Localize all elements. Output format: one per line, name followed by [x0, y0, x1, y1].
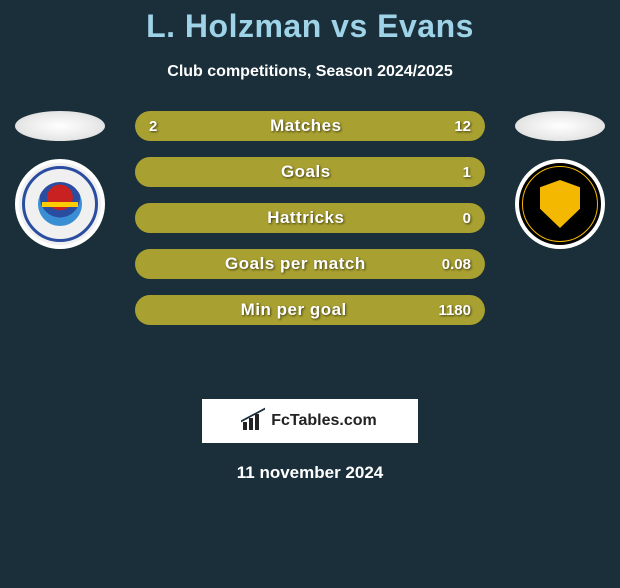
right-club-logo — [515, 159, 605, 249]
stat-right-value: 12 — [454, 118, 471, 135]
stat-row-mpg: Min per goal 1180 — [135, 295, 485, 325]
stat-label: Goals per match — [149, 254, 442, 274]
left-oval — [15, 111, 105, 141]
left-club-logo — [15, 159, 105, 249]
brand-text: FcTables.com — [271, 412, 377, 430]
page-title: L. Holzman vs Evans — [0, 8, 620, 45]
left-club-block — [15, 111, 105, 249]
fctables-icon — [243, 412, 265, 430]
stat-label: Goals — [149, 162, 463, 182]
right-club-block — [515, 111, 605, 249]
stat-right-value: 0 — [463, 210, 471, 227]
stat-label: Min per goal — [149, 300, 438, 320]
comparison-area: 2 Matches 12 Goals 1 Hattricks 0 Goals p… — [0, 111, 620, 371]
stat-right-value: 1180 — [438, 302, 471, 319]
stat-left-value: 2 — [149, 118, 157, 135]
stat-row-goals: Goals 1 — [135, 157, 485, 187]
right-oval — [515, 111, 605, 141]
stat-right-value: 0.08 — [442, 256, 471, 273]
subtitle: Club competitions, Season 2024/2025 — [0, 63, 620, 81]
stat-label: Matches — [157, 116, 454, 136]
stat-right-value: 1 — [463, 164, 471, 181]
stat-label: Hattricks — [149, 208, 463, 228]
stat-row-gpm: Goals per match 0.08 — [135, 249, 485, 279]
date-text: 11 november 2024 — [0, 463, 620, 483]
stat-bars: 2 Matches 12 Goals 1 Hattricks 0 Goals p… — [135, 111, 485, 325]
brand-box[interactable]: FcTables.com — [202, 399, 418, 443]
stat-row-hattricks: Hattricks 0 — [135, 203, 485, 233]
stat-row-matches: 2 Matches 12 — [135, 111, 485, 141]
